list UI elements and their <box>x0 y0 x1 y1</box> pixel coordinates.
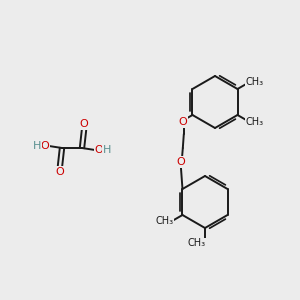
Text: H: H <box>33 141 41 151</box>
Text: CH₃: CH₃ <box>246 117 264 127</box>
Text: CH₃: CH₃ <box>246 77 264 87</box>
Text: O: O <box>80 119 88 129</box>
Text: O: O <box>40 141 50 151</box>
Text: O: O <box>178 117 187 127</box>
Text: O: O <box>94 145 103 155</box>
Text: O: O <box>56 167 64 177</box>
Text: O: O <box>176 157 185 167</box>
Text: CH₃: CH₃ <box>155 216 173 226</box>
Text: CH₃: CH₃ <box>188 238 206 248</box>
Text: H: H <box>103 145 111 155</box>
